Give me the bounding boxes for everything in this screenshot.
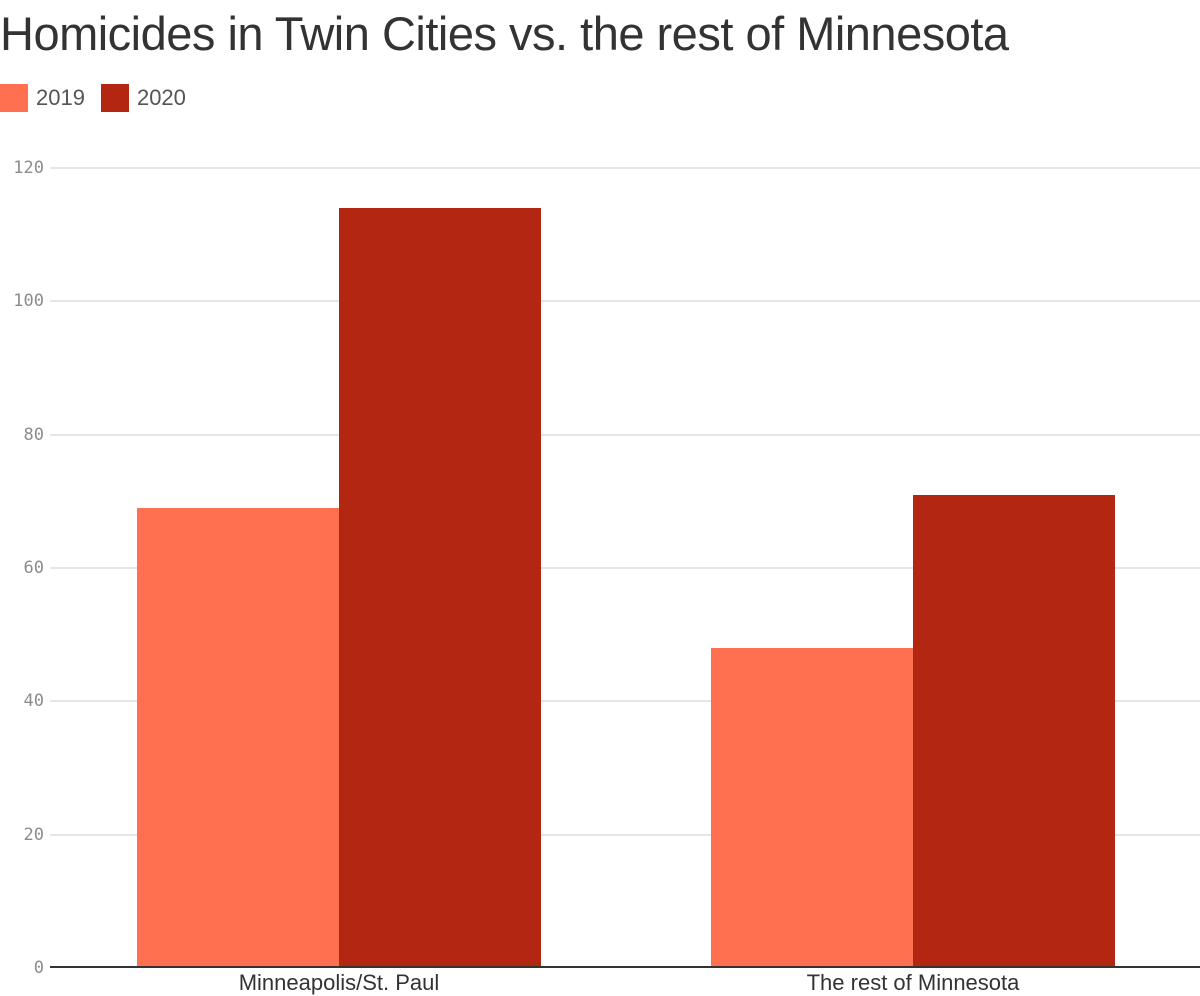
y-tick-0: 0 bbox=[33, 958, 44, 978]
legend-label-2020: 2020 bbox=[136, 85, 186, 110]
bar-rest-2020 bbox=[913, 495, 1115, 967]
y-tick-60: 60 bbox=[23, 558, 44, 578]
x-label-minneapolis: Minneapolis/St. Paul bbox=[238, 970, 440, 995]
legend: 2019 2020 bbox=[0, 84, 202, 112]
bar-rest-2019 bbox=[711, 648, 913, 967]
y-tick-120: 120 bbox=[13, 158, 44, 178]
gridline-80 bbox=[50, 434, 1200, 436]
legend-swatch-2019 bbox=[0, 84, 28, 112]
legend-item-2020: 2020 bbox=[100, 84, 186, 112]
y-tick-40: 40 bbox=[23, 691, 44, 711]
x-axis-baseline bbox=[50, 966, 1200, 968]
gridline-20 bbox=[50, 834, 1200, 836]
y-tick-80: 80 bbox=[23, 425, 44, 445]
y-tick-20: 20 bbox=[23, 825, 44, 845]
legend-swatch-2020 bbox=[100, 84, 129, 112]
bar-minneapolis-2019 bbox=[137, 508, 339, 967]
gridline-120 bbox=[50, 167, 1200, 169]
gridline-100 bbox=[50, 300, 1200, 302]
legend-label-2019: 2019 bbox=[36, 85, 85, 110]
x-label-rest-of-minnesota: The rest of Minnesota bbox=[806, 970, 1020, 995]
bar-minneapolis-2020 bbox=[339, 208, 541, 967]
gridline-60 bbox=[50, 567, 1200, 569]
y-tick-100: 100 bbox=[13, 291, 44, 311]
legend-item-2019: 2019 bbox=[0, 84, 85, 112]
gridline-40 bbox=[50, 700, 1200, 702]
chart-title: Homicides in Twin Cities vs. the rest of… bbox=[0, 7, 1009, 60]
